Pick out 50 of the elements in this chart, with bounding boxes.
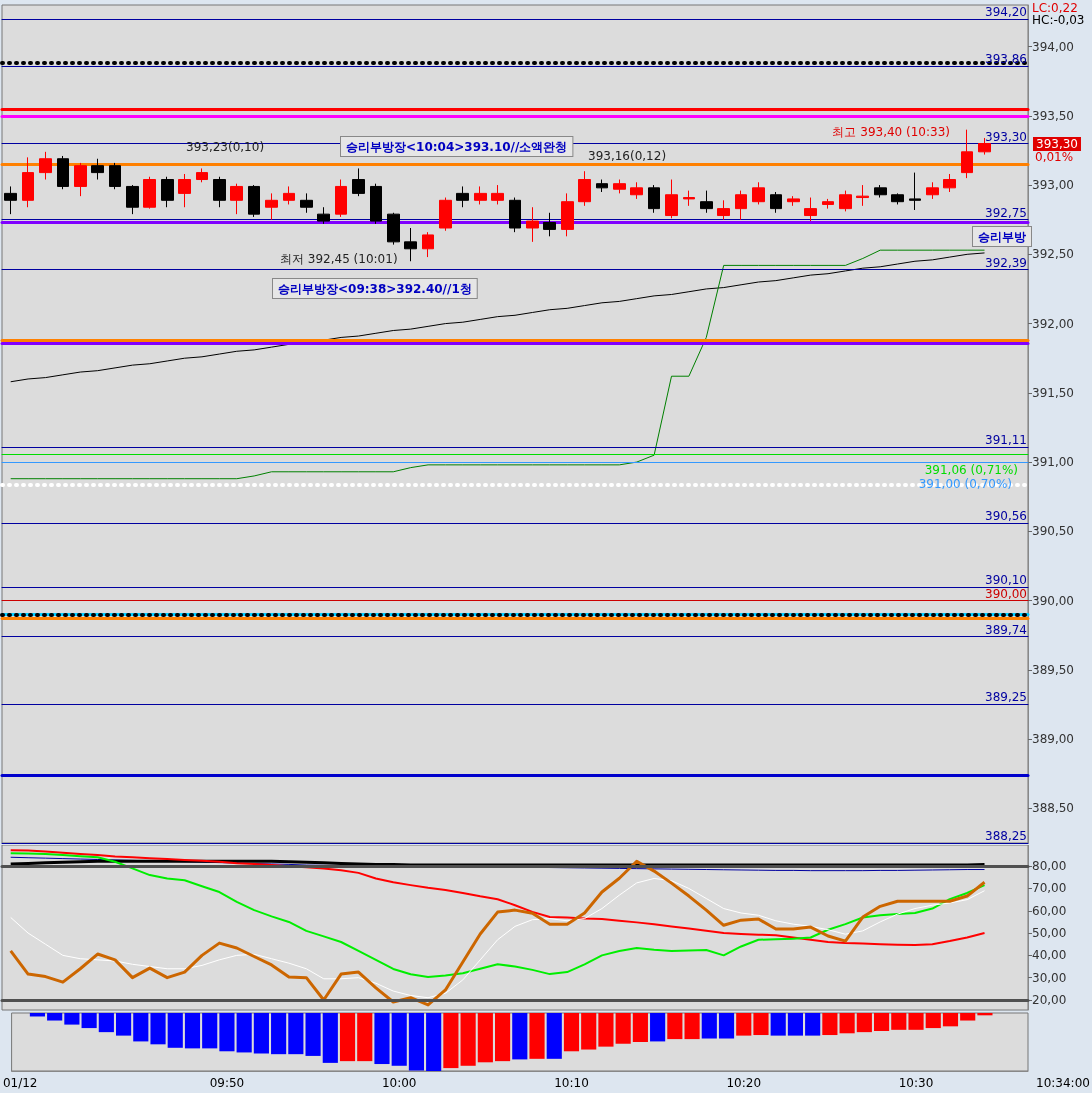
ref-line-label: 391,11 [985, 432, 1027, 447]
y-tick-label: 391,00 [1032, 455, 1074, 470]
y-tick-label: 80,00 [1032, 859, 1067, 874]
y-tick-label: 50,00 [1032, 926, 1067, 941]
y-tick-label: 60,00 [1032, 903, 1067, 918]
y-tick-label: 393,00 [1032, 178, 1074, 193]
x-tick-label: 09:50 [209, 1076, 245, 1090]
annotation: 승리부방장<09:38>392.40//1청 [278, 282, 472, 296]
text: 0,01% [1035, 150, 1074, 164]
ref-line-label: 390,10 [985, 572, 1027, 587]
ref-line-label: 389,25 [985, 690, 1027, 705]
y-tick-label: 388,50 [1032, 801, 1074, 816]
ref-line-label: 390,00 [985, 586, 1027, 601]
y-tick-label: 390,50 [1032, 524, 1074, 539]
y-tick-label: 392,00 [1032, 316, 1074, 331]
ref-line-label: 392,39 [985, 255, 1027, 270]
ref-line-label: 390,56 [985, 509, 1027, 524]
y-tick-label: 392,50 [1032, 247, 1074, 262]
x-tick-label: 10:30 [898, 1076, 934, 1090]
x-tick-label: 10:00 [381, 1076, 417, 1090]
annotation: 승리부방장<10:04>393.10//소액완청 [346, 140, 568, 154]
x-tick-label: 10:10 [554, 1076, 589, 1090]
annotation: 393,16(0,12) [588, 149, 667, 163]
ref-line-label: 391,06 (0,71%) [924, 462, 1018, 477]
text: 10:34:00 [1036, 1076, 1090, 1090]
annotation: 최저 392,45 (10:01) [280, 252, 398, 266]
y-tick-label: 70,00 [1032, 881, 1067, 896]
annotation: 최고 393,40 (10:33) [832, 125, 950, 139]
y-tick-label: 393,50 [1032, 108, 1074, 123]
ref-line-label: 392,75 [985, 205, 1027, 220]
y-tick-label: 389,50 [1032, 662, 1074, 677]
y-tick-label: 40,00 [1032, 948, 1067, 963]
text: 393,30 [1036, 137, 1078, 151]
ref-line-label: 391,00 (0,70%) [918, 477, 1012, 492]
y-tick-label: 30,00 [1032, 970, 1067, 985]
annotation: 393,23(0,10) [186, 140, 265, 154]
text: LC:0,22 [1032, 1, 1078, 15]
ref-line-label: 389,74 [985, 622, 1027, 637]
y-tick-label: 20,00 [1032, 992, 1067, 1007]
ref-line-label: 393,30 [985, 129, 1027, 144]
annotation: 승리부방 [978, 230, 1026, 244]
x-tick-label: 01/12 [2, 1076, 38, 1090]
x-tick-label: 10:20 [726, 1076, 762, 1090]
y-tick-label: 391,50 [1032, 385, 1074, 400]
ref-line-label: 388,25 [985, 829, 1027, 843]
y-tick-label: 390,00 [1032, 593, 1074, 608]
text: HC:-0,03 [1032, 13, 1085, 27]
ref-line-label: 394,20 [985, 4, 1027, 19]
y-tick-label: 394,00 [1032, 39, 1074, 54]
y-tick-label: 389,00 [1032, 732, 1074, 747]
